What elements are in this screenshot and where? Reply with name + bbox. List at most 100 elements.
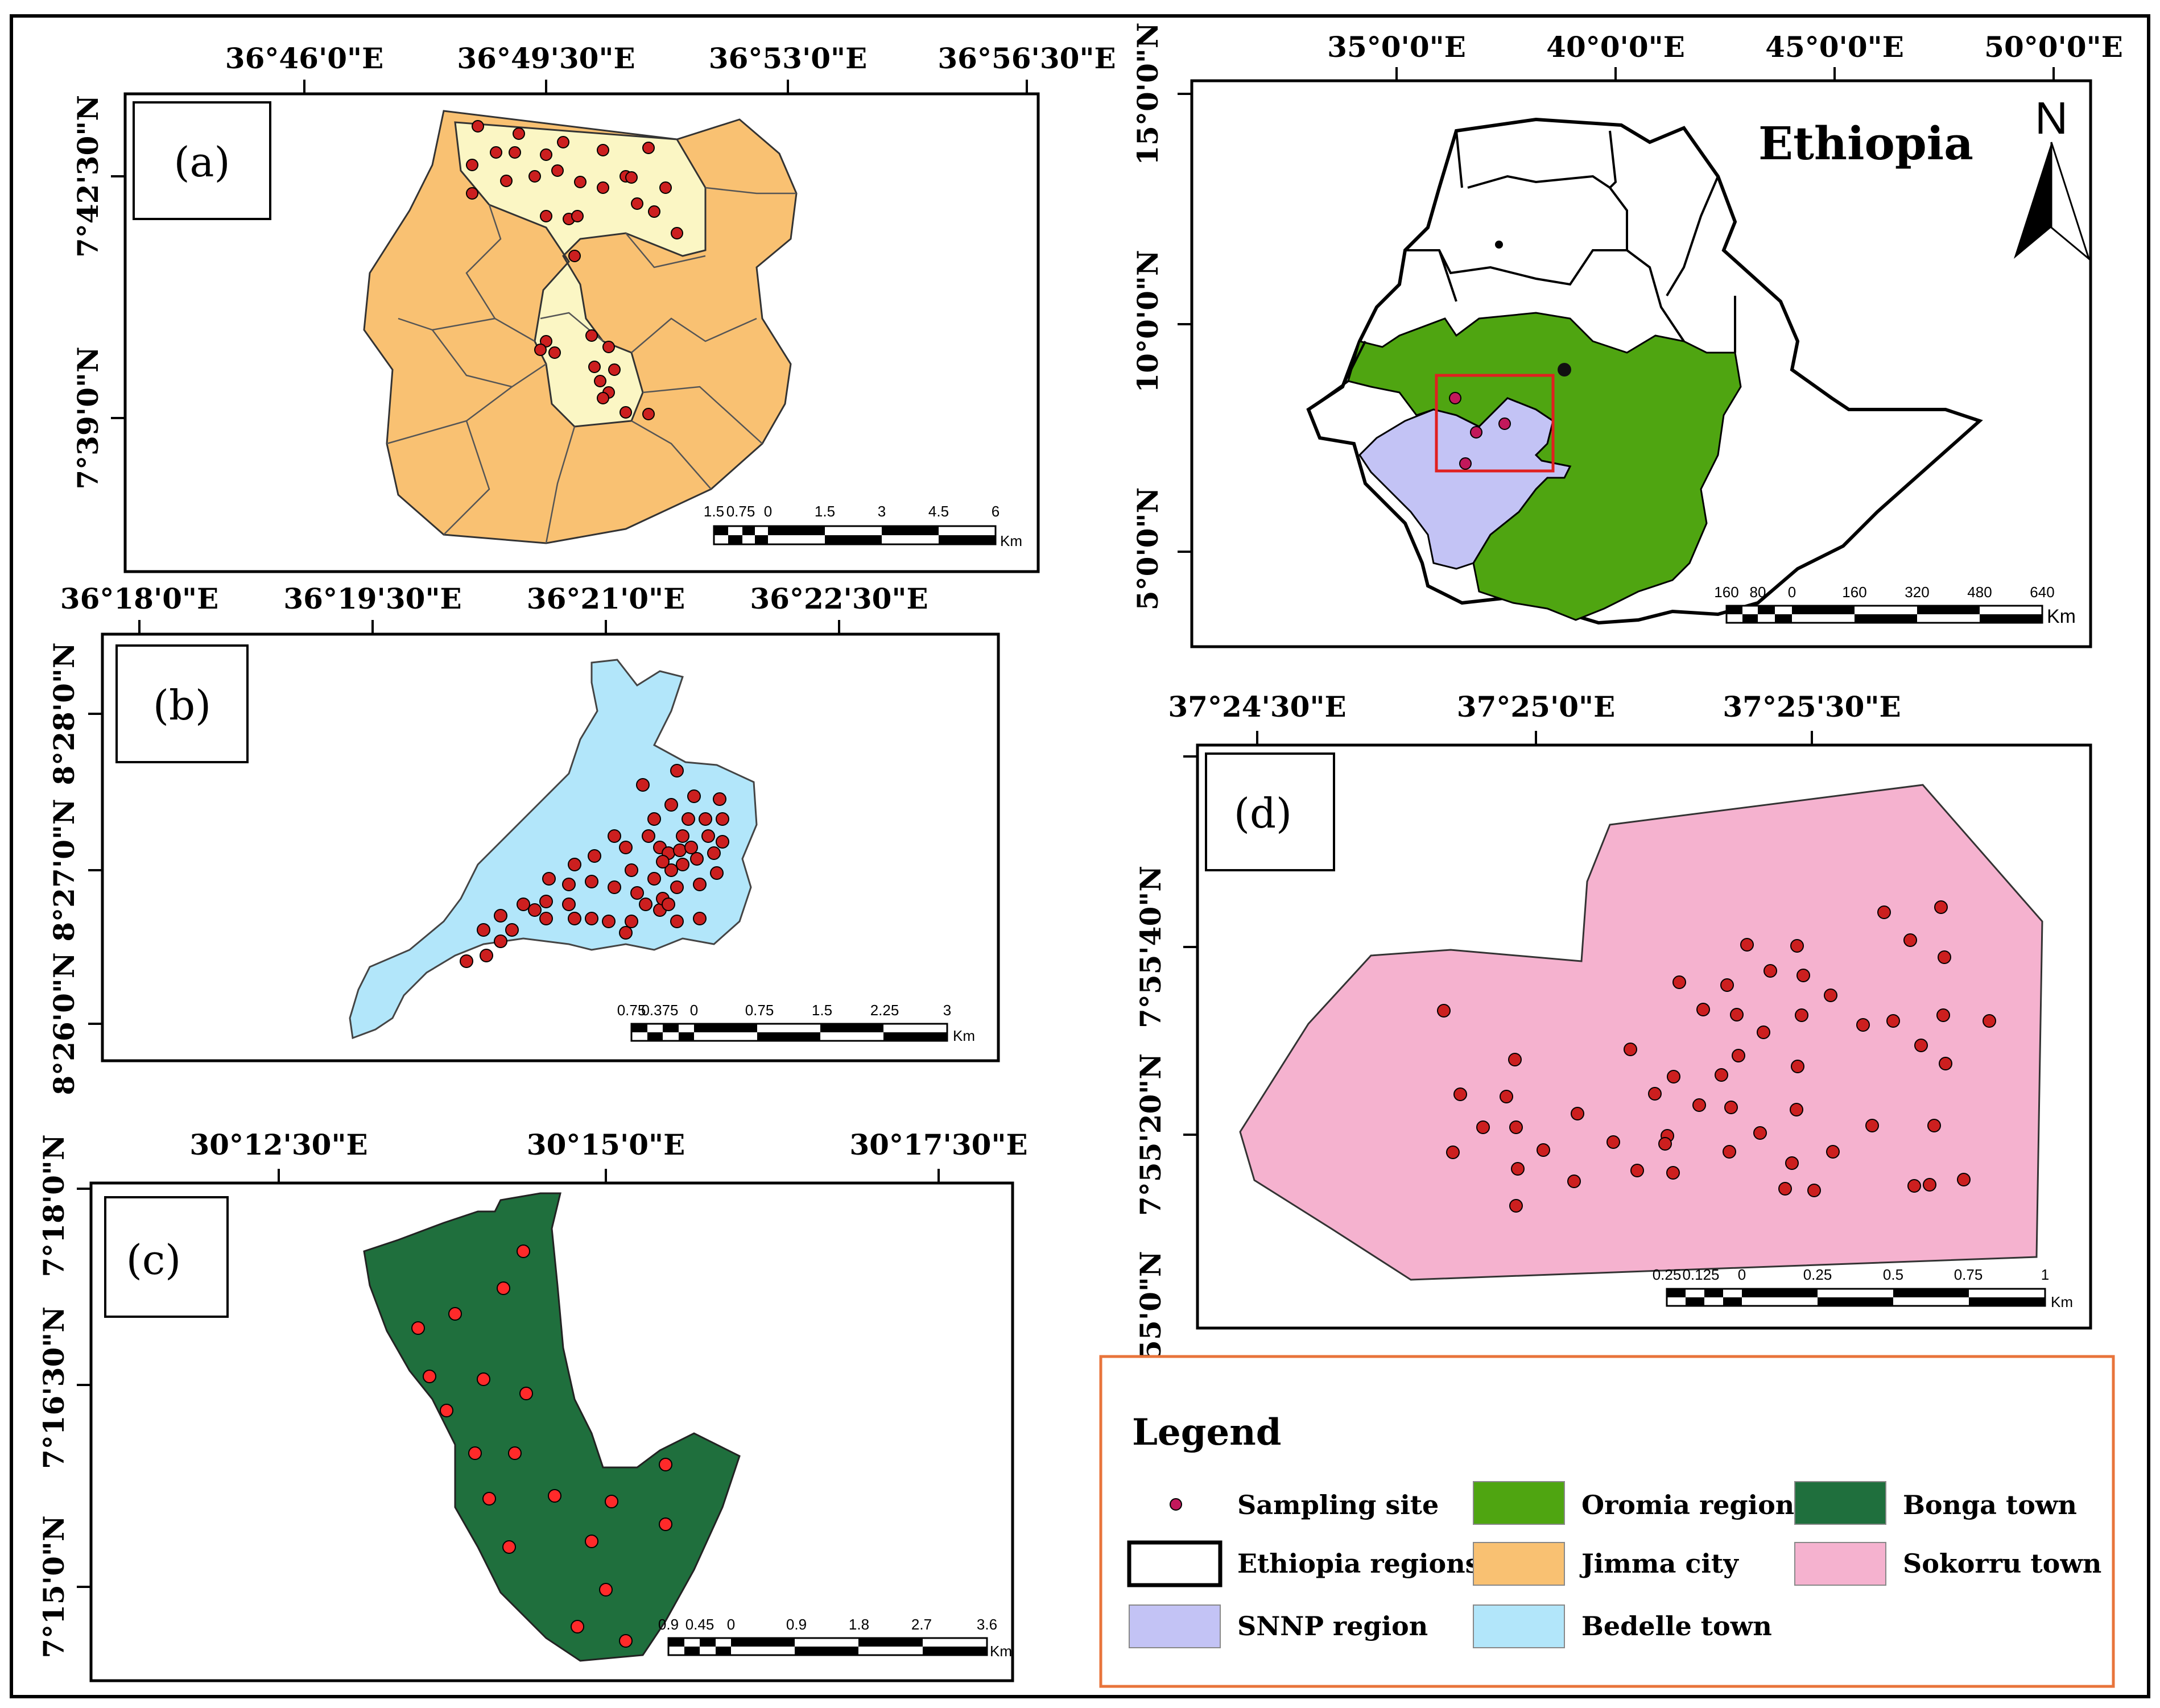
svg-text:0: 0 [1738,1266,1746,1283]
svg-text:N: N [2035,93,2068,143]
x-tick: 36°56'30"E [937,42,1116,75]
svg-text:3.6: 3.6 [977,1616,997,1633]
svg-text:0.25: 0.25 [1653,1266,1682,1283]
svg-text:30°15'0"E: 30°15'0"E [527,1128,685,1161]
ethiopia-sampling-sites [1449,392,1511,470]
svg-text:0.9: 0.9 [658,1616,679,1633]
svg-text:Km: Km [990,1643,1012,1660]
svg-text:0: 0 [1788,584,1796,601]
svg-text:Jimma city: Jimma city [1579,1548,1739,1579]
panel-b-x-ticks: 36°18'0"E 36°19'30"E 36°21'0"E 36°22'30"… [60,582,928,615]
panel-ethiopia: 35°0'0"E 40°0'0"E 45°0'0"E 50°0'0"E 15°0… [1131,22,2123,648]
svg-text:5°0'0"N: 5°0'0"N [1131,487,1164,610]
svg-text:0: 0 [764,503,772,520]
svg-text:0.25: 0.25 [1803,1266,1832,1283]
panel-a-sampling-sites [466,120,683,420]
legend-item-oromia-region: Oromia region [1473,1481,1794,1525]
svg-text:7°55'40"N: 7°55'40"N [1134,866,1167,1028]
svg-text:7°55'20"N: 7°55'20"N [1134,1053,1167,1216]
svg-text:15°0'0"N: 15°0'0"N [1131,22,1164,165]
panel-b-bedelle: 36°18'0"E 36°19'30"E 36°21'0"E 36°22'30"… [47,582,1000,1095]
panel-c-x-ticks: 30°12'30"E 30°15'0"E 30°17'30"E [189,1128,1027,1161]
svg-text:Bonga town: Bonga town [1903,1490,2077,1520]
panel-d-y-ticks: 7°55'40"N 7°55'20"N 7°55'0"N [1134,866,1167,1394]
legend-item-sampling-site: Sampling site [1170,1490,1439,1520]
panel-c-label-box [104,1196,229,1318]
ethiopia-x-ticks: 35°0'0"E 40°0'0"E 45°0'0"E 50°0'0"E [1327,30,2123,64]
svg-text:1.5: 1.5 [704,503,724,520]
svg-text:8°26'0"N: 8°26'0"N [47,952,81,1095]
svg-text:30°12'30"E: 30°12'30"E [189,1128,367,1161]
svg-text:30°17'30"E: 30°17'30"E [849,1128,1027,1161]
panel-a-x-ticks: 36°46'0"E 36°49'30"E 36°53'0"E 36°56'30"… [225,42,1116,75]
ethiopia-scale-bar: 160 80 0 160 320 480 640 Km [1714,584,2076,627]
panel-d-sokorru: 37°24'30"E 37°25'0"E 37°25'30"E 7°55'40"… [1134,690,2092,1394]
svg-text:1.5: 1.5 [812,1002,832,1019]
legend-item-jimma-city: Jimma city [1473,1542,1739,1586]
legend-item-ethiopia-regions: Ethiopia regions [1127,1540,1480,1587]
panel-b-label: (b) [153,681,211,729]
panel-a-scale-bar: 1.5 0.75 0 1.5 3 4.5 6 Km [704,503,1022,549]
svg-text:1.5: 1.5 [815,503,835,520]
svg-text:Bedelle town: Bedelle town [1581,1611,1772,1641]
panel-a-label-box [133,101,271,220]
svg-text:2.7: 2.7 [911,1616,932,1633]
panel-c-bonga: 30°12'30"E 30°15'0"E 30°17'30"E 7°18'0"N… [37,1128,1028,1682]
svg-text:10°0'0"N: 10°0'0"N [1131,250,1164,392]
svg-text:35°0'0"E: 35°0'0"E [1327,30,1466,64]
jimma-highlighted-kebeles [454,121,707,428]
svg-text:7°18'0"N: 7°18'0"N [37,1134,71,1277]
svg-text:50°0'0"E: 50°0'0"E [1984,30,2123,64]
svg-text:160: 160 [1714,584,1738,601]
legend-item-bedelle-town: Bedelle town [1473,1604,1772,1648]
svg-text:3: 3 [878,503,886,520]
svg-text:Oromia region: Oromia region [1581,1490,1794,1520]
svg-text:Km: Km [1000,532,1022,549]
panel-c-sampling-sites [411,1244,672,1648]
panel-a-y-ticks: 7°42'30"N 7°39'0"N [71,95,105,490]
study-area-box [1435,374,1555,473]
snnp-region [1358,397,1572,570]
figure-border [10,14,2150,1698]
svg-text:Sampling site: Sampling site [1237,1490,1439,1520]
svg-text:0.125: 0.125 [1682,1266,1719,1283]
panel-a-jimma: 36°46'0"E 36°49'30"E 36°53'0"E 36°56'30"… [71,42,1116,573]
panel-d-label: (d) [1234,789,1292,837]
svg-text:0.75: 0.75 [745,1002,774,1019]
svg-text:40°0'0"E: 40°0'0"E [1546,30,1685,64]
legend-item-snnp-region: SNNP region [1129,1604,1428,1648]
panel-d-sampling-sites [1437,900,1996,1213]
x-tick: 36°53'0"E [709,42,867,75]
legend-item-bonga-town: Bonga town [1794,1481,2077,1525]
svg-text:Km: Km [2047,606,2076,627]
legend-box [1099,1355,2115,1688]
panel-d-scale-bar: 0.25 0.125 0 0.25 0.5 0.75 1 Km [1653,1266,2073,1310]
svg-text:0.45: 0.45 [685,1616,715,1633]
panel-c-scale-bar: 0.9 0.45 0 0.9 1.8 2.7 3.6 Km [658,1616,1012,1660]
svg-text:0.5: 0.5 [1883,1266,1903,1283]
svg-text:480: 480 [1967,584,1992,601]
y-tick: 7°39'0"N [71,346,105,489]
svg-text:160: 160 [1842,584,1866,601]
svg-text:320: 320 [1905,584,1929,601]
svg-text:37°25'0"E: 37°25'0"E [1457,690,1615,723]
panel-b-y-ticks: 8°28'0"N 8°27'0"N 8°26'0"N [47,642,81,1095]
svg-text:7°16'30"N: 7°16'30"N [37,1306,71,1469]
svg-text:37°24'30"E: 37°24'30"E [1168,690,1346,723]
svg-text:0.375: 0.375 [641,1002,678,1019]
svg-text:0.75: 0.75 [1954,1266,1983,1283]
svg-text:45°0'0"E: 45°0'0"E [1765,30,1904,64]
svg-text:Ethiopia regions: Ethiopia regions [1237,1548,1480,1579]
svg-text:36°21'0"E: 36°21'0"E [527,582,685,615]
svg-text:1.8: 1.8 [849,1616,869,1633]
panel-d-label-box [1205,752,1335,871]
x-tick: 36°46'0"E [225,42,383,75]
sokorru-town-area [1239,784,2043,1281]
svg-text:80: 80 [1750,584,1766,601]
ethiopia-title: Ethiopia [1758,117,1973,170]
legend-item-sokorru-town: Sokorru town [1794,1542,2101,1586]
jimma-internal-boundaries [386,187,796,544]
svg-text:0: 0 [690,1002,698,1019]
svg-text:8°28'0"N: 8°28'0"N [47,642,81,785]
